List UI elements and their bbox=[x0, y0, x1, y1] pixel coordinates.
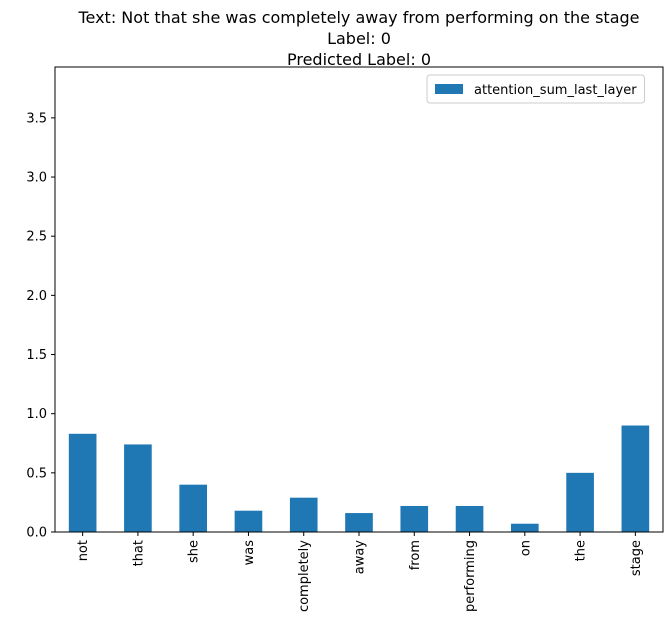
y-tick-label: 1.0 bbox=[26, 407, 47, 422]
bar-she bbox=[179, 484, 207, 532]
chart-title: Text: Not that she was completely away f… bbox=[77, 8, 639, 69]
legend-swatch bbox=[435, 84, 463, 94]
y-tick-label: 0.0 bbox=[26, 526, 47, 541]
x-tick-label-was: was bbox=[242, 540, 257, 566]
x-tick-label-performing: performing bbox=[463, 540, 478, 612]
y-tick-label: 3.5 bbox=[26, 111, 47, 126]
bars bbox=[68, 425, 650, 532]
legend-label: attention_sum_last_layer bbox=[474, 83, 637, 98]
bar-away bbox=[345, 513, 373, 532]
x-axis: not that she was completely away from performin… bbox=[76, 532, 644, 612]
bar-stage bbox=[621, 425, 650, 532]
chart-title-line-2: Predicted Label: 0 bbox=[287, 50, 431, 69]
x-tick-label-the: the bbox=[574, 540, 589, 561]
y-tick-label: 3.0 bbox=[26, 171, 47, 186]
chart-title-line-1: Label: 0 bbox=[327, 29, 391, 48]
x-tick-label-completely: completely bbox=[297, 540, 312, 612]
bar-performing bbox=[455, 505, 484, 532]
y-tick-label: 2.0 bbox=[26, 289, 47, 304]
x-tick-label-from: from bbox=[408, 540, 423, 570]
y-axis: 0.0 0.5 1.0 1.5 2.0 2.5 3.0 3.5 bbox=[26, 111, 55, 541]
chart-title-line-0: Text: Not that she was completely away f… bbox=[77, 8, 639, 27]
bar-completely bbox=[289, 497, 318, 532]
bar-that bbox=[124, 444, 152, 532]
legend-box bbox=[426, 74, 646, 104]
bar-from bbox=[400, 505, 429, 532]
bar-was bbox=[234, 510, 263, 532]
x-tick-label-that: that bbox=[131, 540, 146, 566]
x-tick-label-away: away bbox=[353, 540, 368, 575]
x-tick-label-stage: stage bbox=[629, 540, 644, 576]
legend: attention_sum_last_layer bbox=[426, 74, 646, 104]
x-tick-label-she: she bbox=[187, 540, 202, 563]
bar-the bbox=[566, 472, 594, 532]
bar-on bbox=[511, 523, 539, 532]
y-tick-label: 2.5 bbox=[26, 230, 47, 245]
y-tick-label: 1.5 bbox=[26, 348, 47, 363]
x-tick-label-on: on bbox=[518, 540, 533, 556]
x-tick-label-not: not bbox=[76, 540, 91, 561]
bar-not bbox=[68, 433, 97, 532]
y-tick-label: 0.5 bbox=[26, 466, 47, 481]
